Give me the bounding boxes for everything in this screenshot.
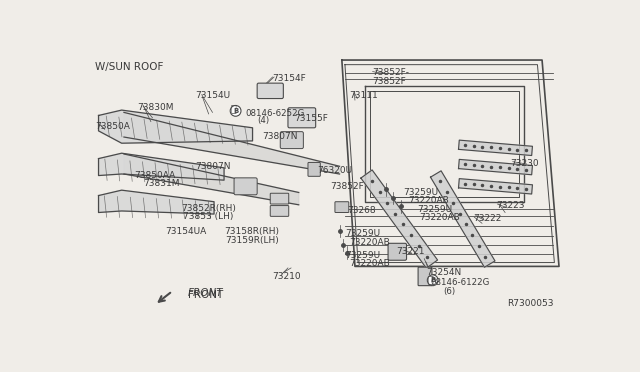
Text: B: B [233,108,238,114]
Polygon shape [458,159,532,175]
Polygon shape [458,179,532,194]
Text: B: B [430,277,435,283]
Text: (6): (6) [444,287,456,296]
Polygon shape [99,190,214,214]
Text: 73154F: 73154F [273,74,307,83]
FancyBboxPatch shape [418,267,432,286]
Text: FRONT: FRONT [188,288,223,298]
Polygon shape [99,110,253,143]
Polygon shape [458,140,532,155]
Text: 73158R(RH): 73158R(RH) [224,227,279,236]
Text: 08146-6252G: 08146-6252G [246,109,305,118]
FancyBboxPatch shape [388,243,406,260]
Text: 73850A: 73850A [95,122,131,131]
Text: 73154UA: 73154UA [164,227,206,236]
Text: Ⓑ: Ⓑ [230,103,236,113]
Text: 73155F: 73155F [294,114,328,123]
Text: 73830M: 73830M [137,103,173,112]
Polygon shape [124,112,340,174]
Text: (4): (4) [257,116,269,125]
Text: R7300053: R7300053 [507,299,553,308]
Text: 73852R(RH): 73852R(RH) [182,204,237,213]
FancyBboxPatch shape [308,163,320,176]
Text: 73259U: 73259U [345,251,380,260]
Text: 76320U: 76320U [317,166,353,175]
Text: 08146-6122G: 08146-6122G [431,278,490,287]
Text: 73268: 73268 [348,206,376,215]
FancyBboxPatch shape [270,206,289,217]
Polygon shape [99,153,224,180]
Text: 73259U: 73259U [417,205,452,214]
Circle shape [230,106,241,116]
Text: 73807N: 73807N [262,132,297,141]
Circle shape [428,275,438,286]
Text: 73831M: 73831M [143,179,180,188]
FancyBboxPatch shape [288,108,316,128]
Text: 73850AA: 73850AA [134,171,175,180]
FancyBboxPatch shape [257,83,284,99]
Text: 73220AB: 73220AB [349,259,390,268]
Text: 73221: 73221 [396,247,424,256]
FancyBboxPatch shape [280,132,303,148]
FancyBboxPatch shape [270,193,289,204]
Text: 73259U: 73259U [345,230,380,238]
Text: 73230: 73230 [509,158,538,168]
Polygon shape [124,154,299,205]
Text: 73852F: 73852F [372,77,406,86]
FancyBboxPatch shape [234,178,257,195]
Text: 73807N: 73807N [196,163,231,171]
Text: Ⓑ: Ⓑ [428,274,433,284]
Text: 73220AB: 73220AB [349,238,390,247]
Text: 73111: 73111 [349,91,378,100]
Text: W/SUN ROOF: W/SUN ROOF [95,62,164,71]
Text: 73259U: 73259U [403,188,438,197]
Text: 73254N: 73254N [427,268,462,277]
Text: FRONT: FRONT [188,289,223,299]
Text: 73159R(LH): 73159R(LH) [225,235,279,245]
Text: 73223: 73223 [496,201,524,210]
Text: 73210: 73210 [273,272,301,281]
Polygon shape [361,170,438,268]
FancyBboxPatch shape [335,202,349,212]
Text: 73220AB: 73220AB [419,212,460,221]
Text: 73852F: 73852F [330,182,364,191]
Text: 73220AB: 73220AB [408,196,449,205]
Text: 73852F-: 73852F- [372,68,410,77]
Text: 73154U: 73154U [196,91,230,100]
Text: 73222: 73222 [473,214,501,223]
Text: 73853 (LH): 73853 (LH) [183,212,234,221]
Polygon shape [431,171,495,267]
